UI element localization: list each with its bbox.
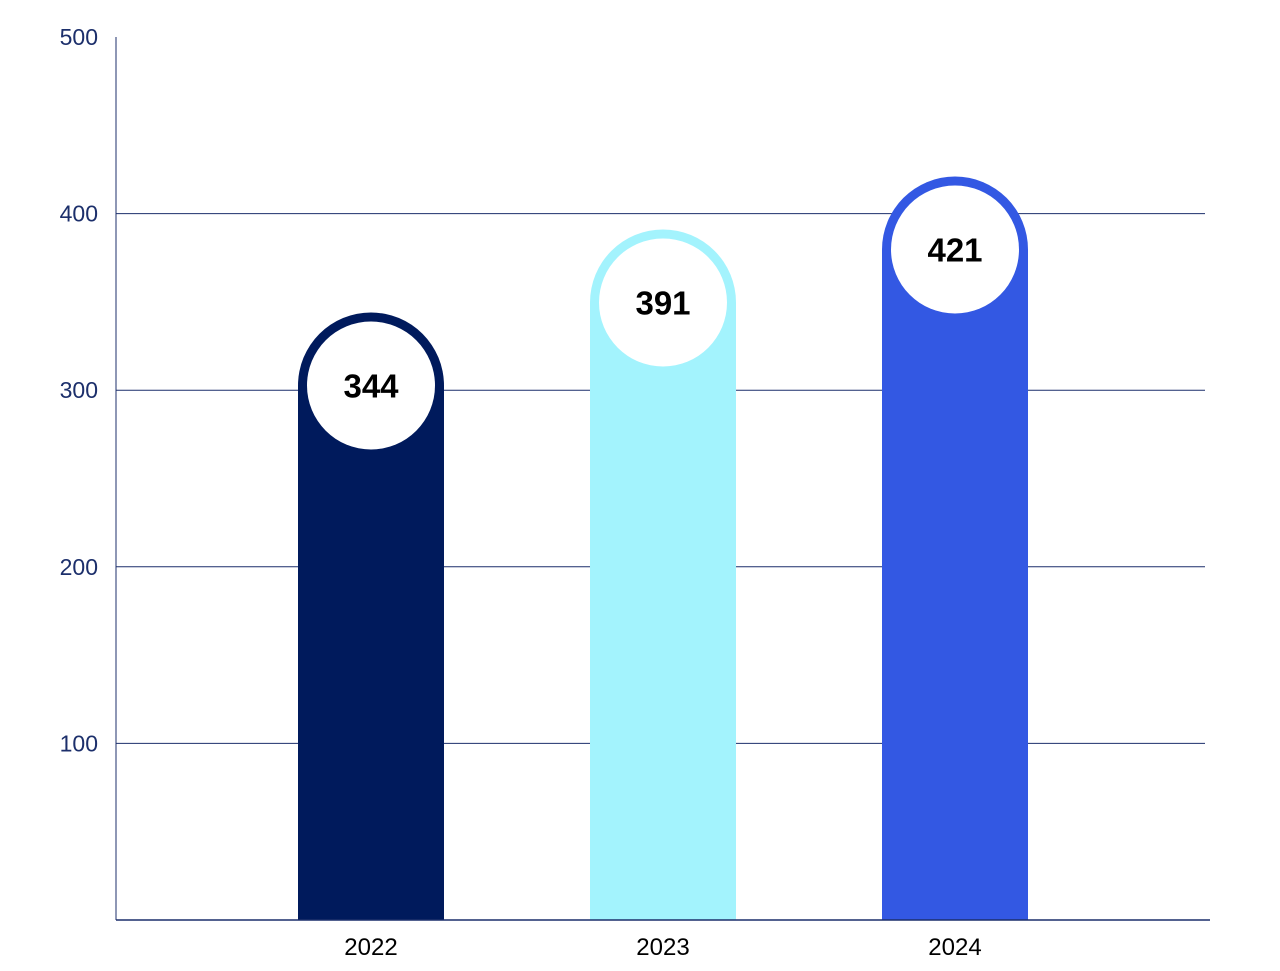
bar-shape — [590, 229, 736, 921]
y-tick-label: 300 — [60, 377, 98, 403]
bar-shape — [298, 312, 444, 921]
labels: 100 200 300 400 500 344 2022 391 2023 421 2024 — [60, 24, 983, 961]
y-tick-label: 400 — [60, 201, 98, 227]
bars — [298, 176, 1028, 921]
x-tick-label: 2024 — [928, 934, 981, 961]
data-label: 391 — [635, 284, 690, 321]
y-tick-label: 200 — [60, 554, 98, 580]
bar-2024 — [882, 176, 1028, 921]
value-bubble — [891, 185, 1019, 314]
x-tick-label: 2023 — [636, 934, 689, 961]
axes — [115, 37, 1210, 921]
value-bubble — [307, 321, 435, 450]
y-tick-label: 100 — [60, 730, 98, 756]
bar-2022 — [298, 312, 444, 921]
bar-shape — [882, 176, 1028, 921]
bar-2023 — [590, 229, 736, 921]
y-tick-label: 500 — [60, 24, 98, 50]
value-bubble — [599, 238, 727, 367]
x-tick-label: 2022 — [344, 934, 397, 961]
data-label: 421 — [927, 232, 982, 269]
data-label: 344 — [343, 367, 399, 404]
